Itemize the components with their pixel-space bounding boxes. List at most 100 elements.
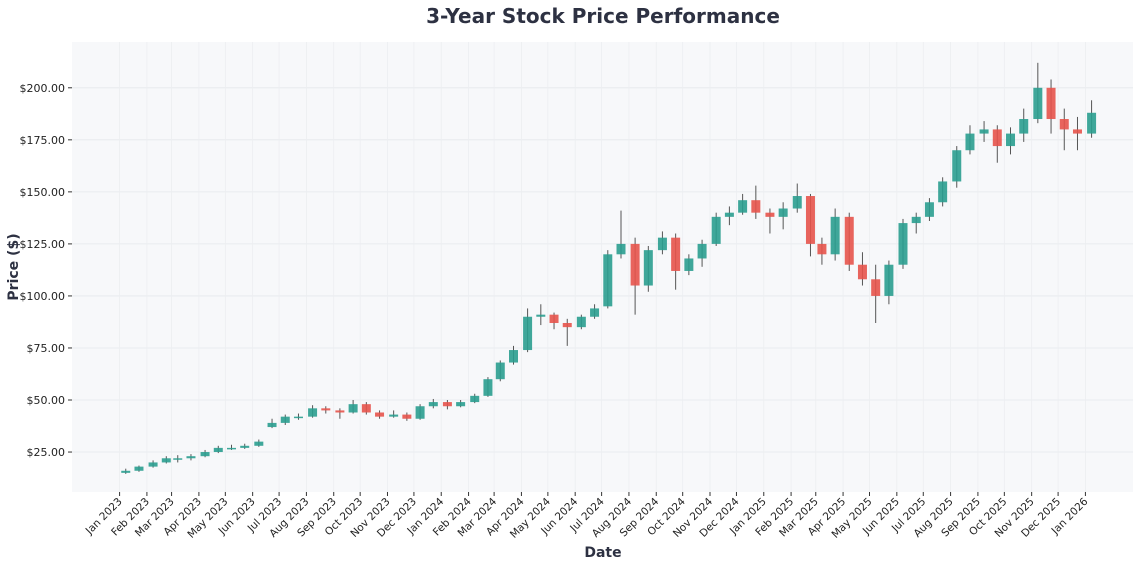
candle-body-down <box>562 322 572 328</box>
candle-body-up <box>590 308 600 317</box>
candle <box>630 237 640 315</box>
candle-body-up <box>657 237 667 251</box>
candle-body-down <box>751 200 761 213</box>
candle <box>805 193 815 257</box>
candle-body-up <box>280 416 290 423</box>
candle <box>590 304 600 319</box>
candle <box>121 468 131 474</box>
candle <box>293 413 303 420</box>
candle-body-up <box>267 422 277 428</box>
candle <box>778 202 788 230</box>
plot-area <box>72 42 1133 492</box>
candle <box>616 210 626 259</box>
y-tick-label: $175.00 <box>20 134 66 147</box>
candle-body-down <box>1046 87 1056 120</box>
candle <box>335 408 345 419</box>
candle-body-up <box>938 181 948 203</box>
candle-body-up <box>684 258 694 271</box>
candle <box>148 460 158 468</box>
candle-body-down <box>630 243 640 286</box>
candle <box>924 198 934 222</box>
candle <box>523 308 533 353</box>
candle <box>428 398 438 409</box>
candle-body-up <box>1006 133 1016 147</box>
candle <box>134 465 144 472</box>
candle <box>1059 108 1069 151</box>
candle-body-up <box>724 212 734 217</box>
candle-body-down <box>805 196 815 244</box>
candle <box>952 146 962 188</box>
y-axis: $25.00 $50.00 $75.00 $100.00 $125.00 $150.00 $… <box>20 82 72 459</box>
candle-body-up <box>884 264 894 296</box>
candle-body-up <box>830 216 840 255</box>
candle <box>389 410 399 418</box>
candle <box>911 212 921 234</box>
candle <box>536 304 546 326</box>
candle <box>1006 127 1016 155</box>
candle <box>415 404 425 420</box>
candle-body-up <box>603 254 613 307</box>
candle-body-up <box>792 196 802 209</box>
candle <box>240 443 250 449</box>
candle-body-down <box>817 243 827 255</box>
candle-body-up <box>523 316 533 351</box>
candle <box>308 405 318 418</box>
candle-body-up <box>389 414 399 417</box>
candle-body-up <box>415 406 425 419</box>
candle-body-down <box>321 408 331 411</box>
chart-title: 3-Year Stock Price Performance <box>426 4 780 28</box>
candle <box>857 252 867 286</box>
y-tick-label: $150.00 <box>20 186 66 199</box>
candle <box>724 206 734 226</box>
candle-body-up <box>186 456 196 459</box>
candle <box>200 449 210 458</box>
x-axis-label: Date <box>584 545 621 561</box>
candle <box>375 410 385 419</box>
candle <box>643 245 653 292</box>
candle <box>321 406 331 414</box>
y-tick-label: $125.00 <box>20 238 66 251</box>
candle-body-up <box>898 223 908 265</box>
candle <box>1019 108 1029 142</box>
candle-body-up <box>348 404 358 413</box>
y-tick-label: $50.00 <box>27 394 66 407</box>
candle-body-up <box>697 243 707 259</box>
candle <box>711 212 721 246</box>
candle-body-down <box>549 314 559 323</box>
candle-body-up <box>576 316 586 328</box>
candle <box>1046 79 1056 134</box>
y-tick-label: $25.00 <box>27 446 66 459</box>
candle <box>992 125 1002 163</box>
candle-body-up <box>738 200 748 213</box>
candle-body-down <box>402 414 412 419</box>
candle-body-up <box>470 395 480 403</box>
candle-body-up <box>134 466 144 471</box>
y-tick-label: $200.00 <box>20 82 66 95</box>
candle <box>884 260 894 305</box>
candle <box>1033 62 1043 124</box>
candle <box>965 125 975 155</box>
candle <box>576 314 586 330</box>
candle <box>348 400 358 414</box>
candle-body-up <box>200 452 210 457</box>
candle <box>671 233 681 290</box>
candle <box>213 445 223 454</box>
candle <box>979 121 989 142</box>
candle <box>483 377 493 397</box>
candle-body-up <box>911 216 921 224</box>
candle <box>871 264 881 323</box>
candle-body-up <box>456 402 466 407</box>
candle-body-up <box>965 133 975 151</box>
candle-body-up <box>1019 119 1029 134</box>
candle-body-up <box>711 216 721 244</box>
candle-body-down <box>857 264 867 280</box>
candle-body-up <box>308 408 318 417</box>
candle <box>267 418 277 429</box>
candle-body-up <box>213 447 223 453</box>
candle <box>254 439 264 447</box>
candle-body-up <box>293 416 303 419</box>
candle-body-up <box>1087 112 1097 134</box>
candles <box>121 62 1097 474</box>
